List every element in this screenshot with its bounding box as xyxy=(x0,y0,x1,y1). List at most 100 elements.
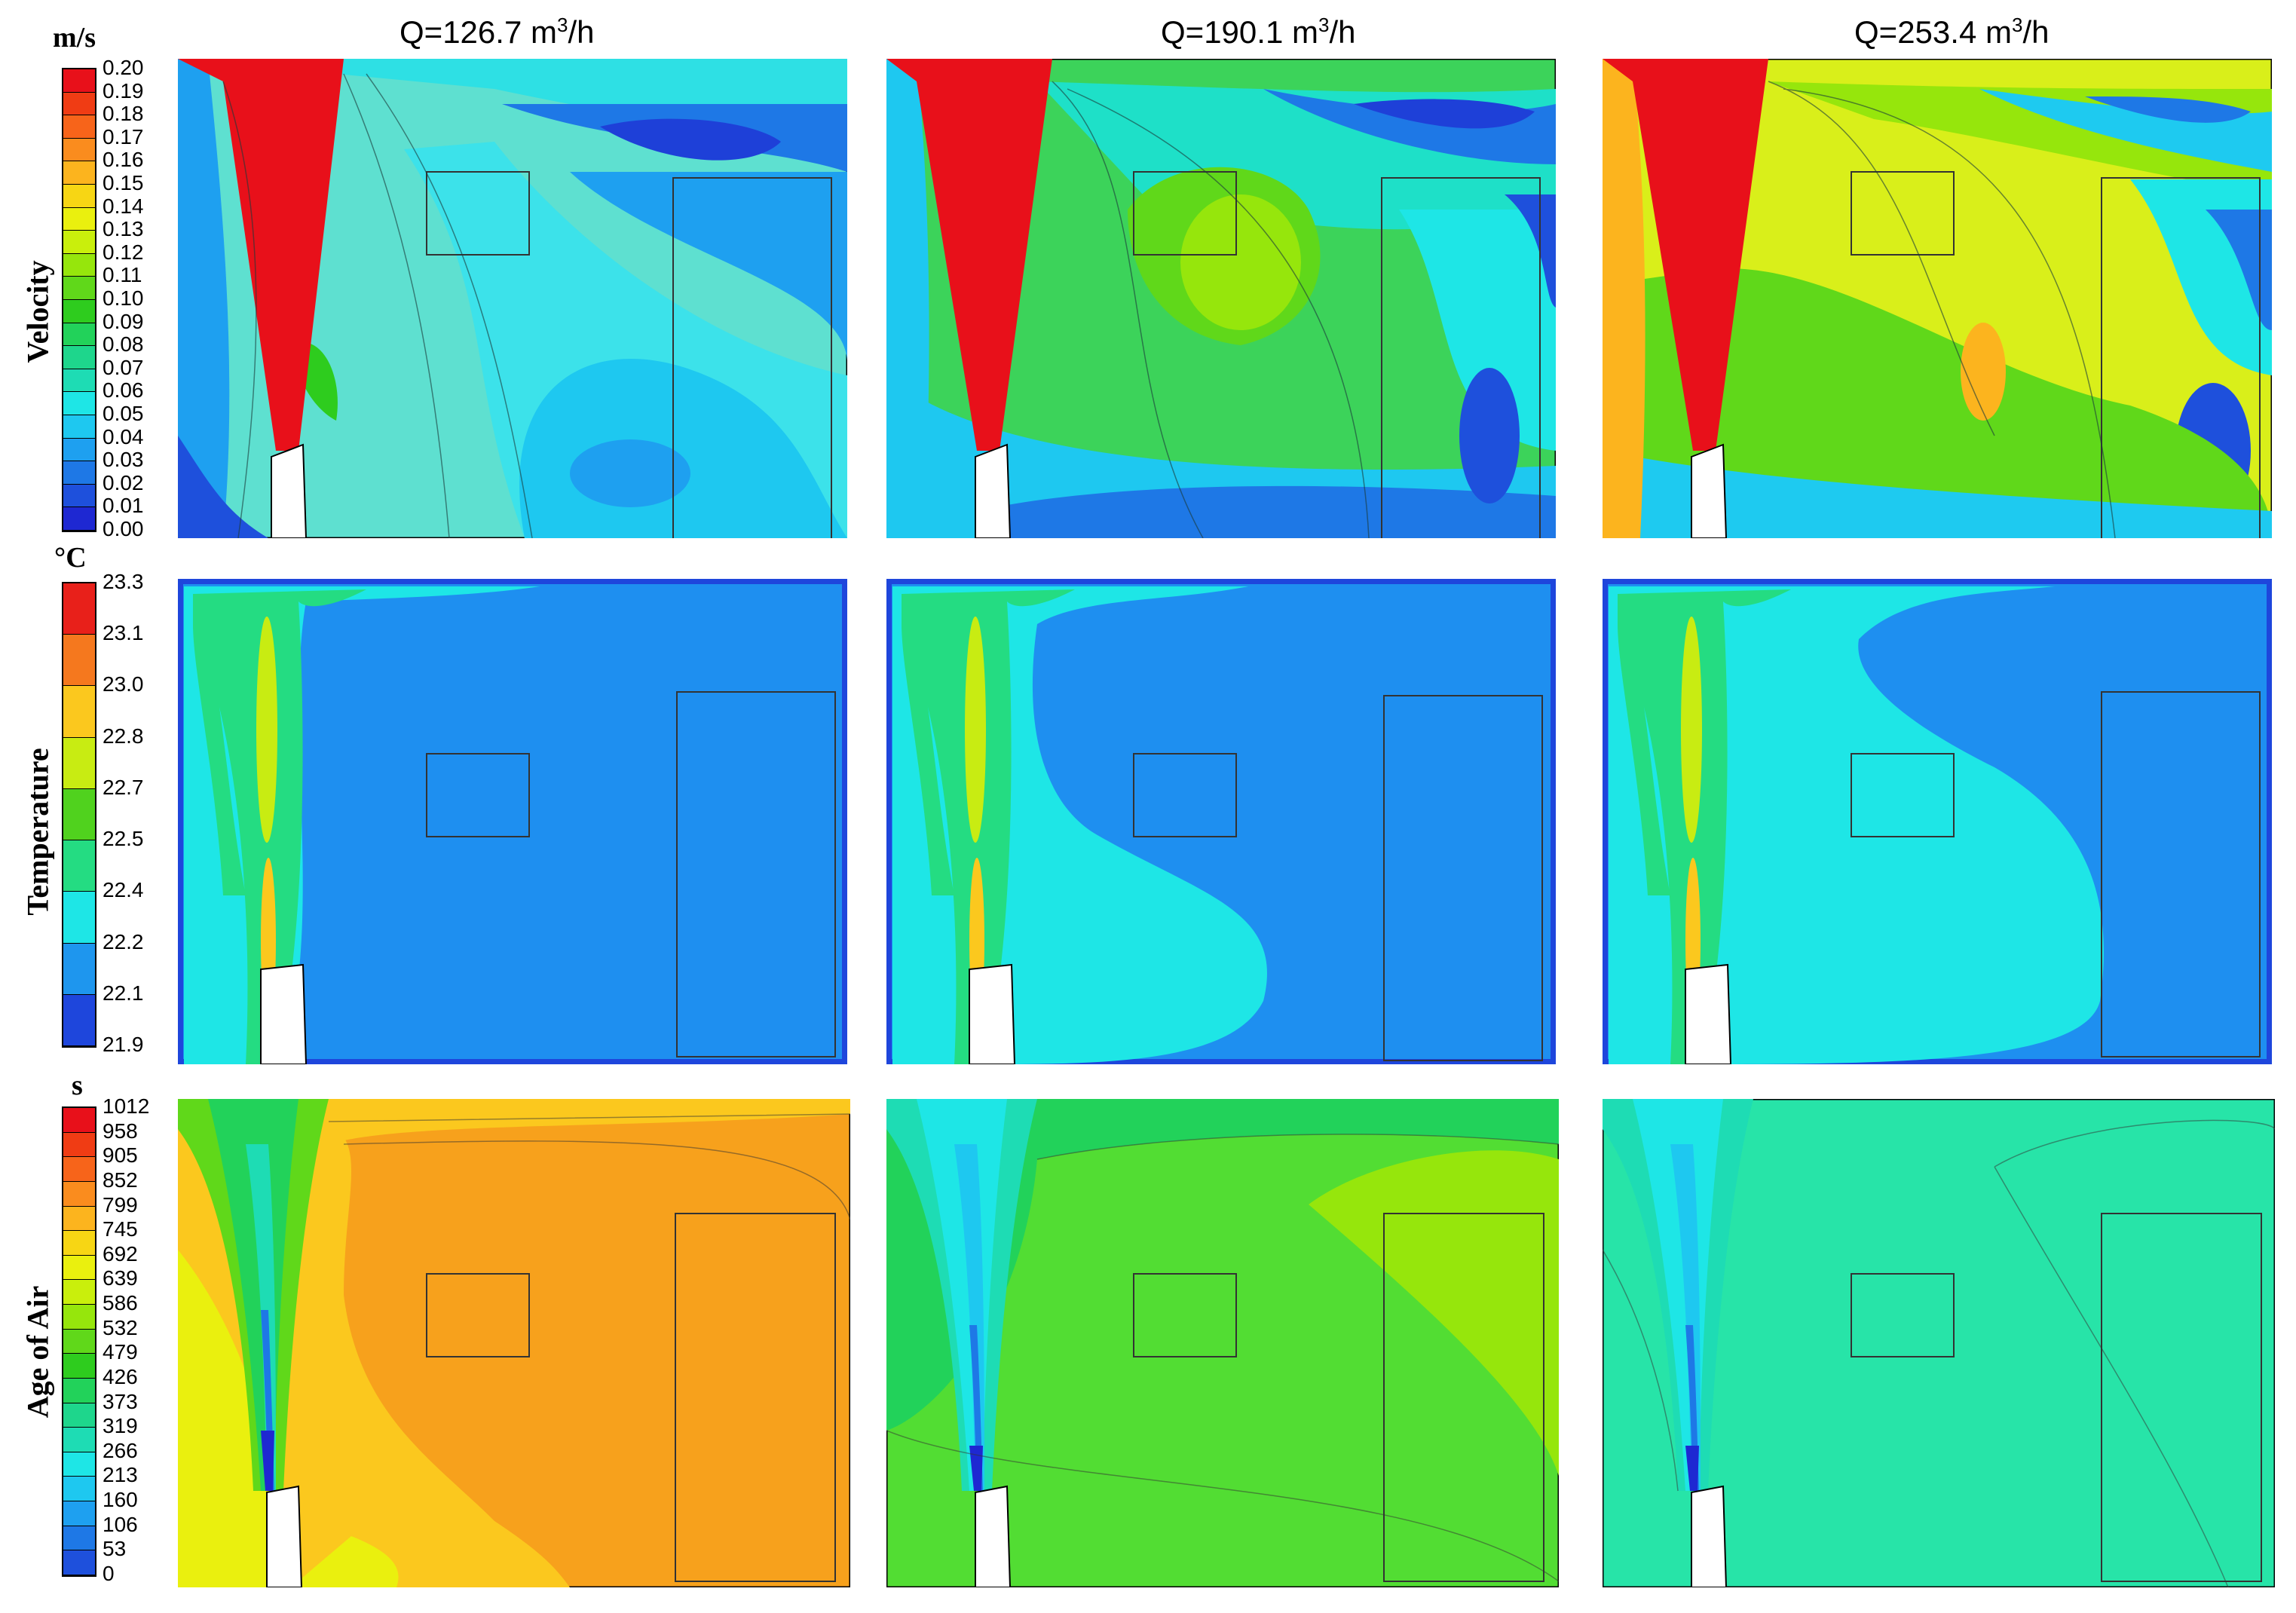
velocity-panel-2 xyxy=(886,59,1556,538)
colorbar-swatch xyxy=(63,115,95,139)
column-title-1: Q=126.7 m3/h xyxy=(400,14,595,50)
colorbar-tick-label: 0.03 xyxy=(103,448,144,472)
colorbar-age-of-air xyxy=(62,1106,96,1577)
colorbar-tick-label: 426 xyxy=(103,1364,138,1388)
column-title-2: Q=190.1 m3/h xyxy=(1161,14,1356,50)
colorbar-swatch xyxy=(63,892,95,944)
colorbar-tick-label: 799 xyxy=(103,1192,138,1217)
colorbar-tick-label: 23.3 xyxy=(103,570,144,593)
colorbar-swatch xyxy=(63,161,95,185)
colorbar-tick-label: 0.02 xyxy=(103,470,144,494)
colorbar-tick-label: 532 xyxy=(103,1315,138,1339)
colorbar-tick-label: 22.2 xyxy=(103,929,144,953)
colorbar-swatch xyxy=(63,277,95,300)
temperature-panel-1 xyxy=(178,579,847,1064)
colorbar-tick-label: 22.4 xyxy=(103,878,144,902)
colorbar-swatch xyxy=(63,484,95,508)
colorbar-swatch xyxy=(63,231,95,254)
colorbar-tick-label: 0.12 xyxy=(103,240,144,264)
colorbar-temperature xyxy=(62,582,96,1048)
colorbar-tick-label: 0.14 xyxy=(103,194,144,218)
velocity-panel-1 xyxy=(178,59,847,538)
colorbar-tick-label: 22.1 xyxy=(103,981,144,1005)
colorbar-tick-label: 213 xyxy=(103,1463,138,1487)
colorbar-tick-label: 319 xyxy=(103,1414,138,1438)
colorbar-tick-label: 23.0 xyxy=(103,672,144,696)
column-title-3: Q=253.4 m3/h xyxy=(1854,14,2050,50)
colorbar-swatch xyxy=(63,1280,95,1305)
temperature-panel-3 xyxy=(1603,579,2272,1064)
colorbar-swatch xyxy=(63,1329,95,1354)
colorbar-tick-label: 0.01 xyxy=(103,494,144,518)
colorbar-tick-label: 639 xyxy=(103,1266,138,1290)
colorbar-tick-label: 852 xyxy=(103,1168,138,1192)
colorbar-swatch xyxy=(63,438,95,462)
colorbar-swatch xyxy=(63,1255,95,1281)
colorbar-tick-label: 0.19 xyxy=(103,78,144,103)
colorbar-swatch xyxy=(63,138,95,162)
colorbar-swatch xyxy=(63,299,95,323)
colorbar-swatch xyxy=(63,1452,95,1477)
colorbar-tick-label: 745 xyxy=(103,1217,138,1241)
colorbar-tick-label: 21.9 xyxy=(103,1033,144,1056)
colorbar-tick-label: 0.04 xyxy=(103,424,144,448)
unit-temperature: °C xyxy=(54,542,87,574)
colorbar-tick-label: 0.13 xyxy=(103,217,144,241)
colorbar-swatch xyxy=(63,635,95,687)
colorbar-tick-label: 0.16 xyxy=(103,148,144,172)
colorbar-swatch xyxy=(63,1526,95,1551)
colorbar-tick-label: 0.10 xyxy=(103,286,144,310)
colorbar-swatch xyxy=(63,69,95,93)
colorbar-tick-label: 22.7 xyxy=(103,775,144,799)
colorbar-swatch xyxy=(63,788,95,841)
colorbar-swatch xyxy=(63,323,95,347)
colorbar-swatch xyxy=(63,1403,95,1428)
colorbar-swatch xyxy=(63,461,95,485)
colorbar-swatch xyxy=(63,1108,95,1133)
colorbar-tick-label: 266 xyxy=(103,1438,138,1462)
age-of-air-panel-2 xyxy=(886,1099,1559,1587)
colorbar-swatch xyxy=(63,1477,95,1501)
colorbar-tick-label: 0.09 xyxy=(103,309,144,333)
colorbar-velocity xyxy=(62,68,96,532)
colorbar-swatch xyxy=(63,392,95,415)
colorbar-swatch xyxy=(63,737,95,789)
row-label-temperature: Temperature xyxy=(20,748,55,916)
colorbar-tick-label: 106 xyxy=(103,1512,138,1536)
colorbar-swatch xyxy=(63,1132,95,1158)
colorbar-tick-label: 0.17 xyxy=(103,124,144,148)
colorbar-tick-label: 53 xyxy=(103,1537,127,1561)
colorbar-tick-label: 0 xyxy=(103,1562,115,1585)
colorbar-tick-label: 905 xyxy=(103,1143,138,1168)
colorbar-tick-label: 1012 xyxy=(103,1094,150,1118)
colorbar-swatch xyxy=(63,583,95,635)
colorbar-swatch xyxy=(63,184,95,208)
colorbar-swatch xyxy=(63,1354,95,1379)
row-label-age-of-air: Age of Air xyxy=(20,1285,55,1419)
colorbar-tick-label: 0.08 xyxy=(103,332,144,357)
colorbar-tick-label: 0.06 xyxy=(103,378,144,402)
colorbar-tick-label: 0.20 xyxy=(103,56,144,79)
colorbar-swatch xyxy=(63,253,95,277)
colorbar-swatch xyxy=(63,92,95,116)
colorbar-swatch xyxy=(63,415,95,439)
colorbar-tick-label: 958 xyxy=(103,1119,138,1143)
velocity-panel-3 xyxy=(1603,59,2272,538)
colorbar-tick-label: 586 xyxy=(103,1291,138,1315)
colorbar-swatch xyxy=(63,1550,95,1575)
colorbar-swatch xyxy=(63,1378,95,1403)
colorbar-tick-label: 22.8 xyxy=(103,724,144,748)
colorbar-swatch xyxy=(63,346,95,369)
colorbar-swatch xyxy=(63,1206,95,1232)
colorbar-swatch xyxy=(63,1305,95,1330)
unit-velocity: m/s xyxy=(53,22,96,54)
colorbar-swatch xyxy=(63,207,95,231)
colorbar-tick-label: 22.5 xyxy=(103,827,144,851)
age-of-air-panel-3 xyxy=(1603,1099,2275,1587)
colorbar-swatch xyxy=(63,369,95,393)
colorbar-swatch xyxy=(63,1428,95,1452)
colorbar-tick-label: 692 xyxy=(103,1241,138,1266)
colorbar-swatch xyxy=(63,1501,95,1526)
colorbar-tick-label: 0.07 xyxy=(103,355,144,379)
